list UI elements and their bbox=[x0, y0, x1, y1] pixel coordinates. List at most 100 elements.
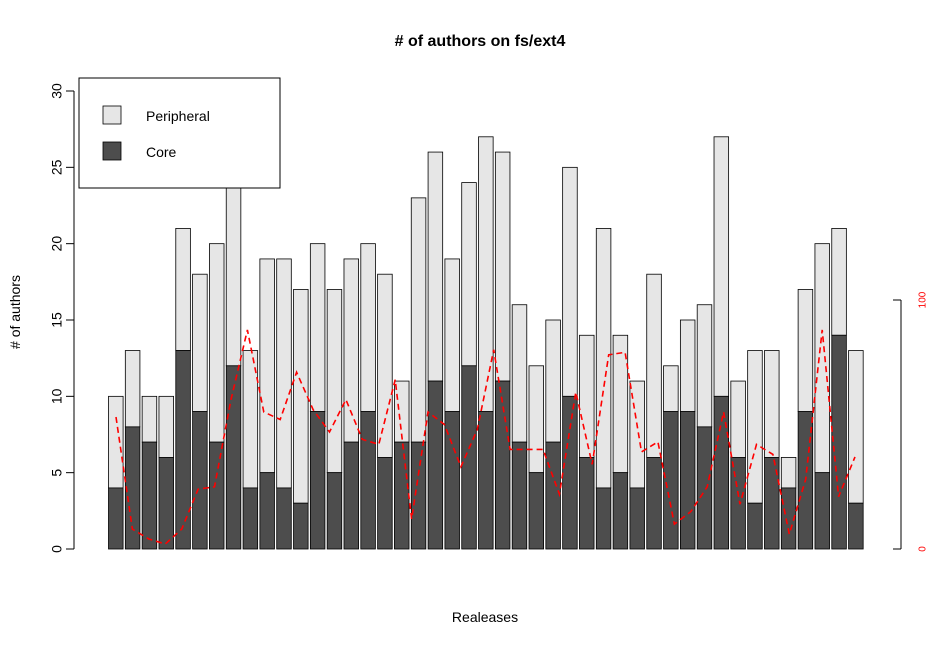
bar-core bbox=[663, 411, 679, 550]
bar-core bbox=[242, 487, 259, 550]
bar-core bbox=[158, 456, 174, 550]
bar-peripheral bbox=[730, 380, 746, 458]
y-tick-label: 5 bbox=[49, 469, 65, 477]
bar-peripheral bbox=[713, 136, 730, 397]
bar-peripheral bbox=[814, 243, 830, 474]
bar-core bbox=[461, 365, 477, 550]
bar-peripheral bbox=[780, 456, 797, 489]
bar-peripheral bbox=[360, 243, 376, 413]
bar-peripheral bbox=[108, 395, 124, 489]
bar-core bbox=[848, 502, 864, 550]
bar-peripheral bbox=[478, 136, 494, 412]
bar-core bbox=[309, 411, 326, 550]
legend-swatch bbox=[102, 141, 122, 161]
bar-core bbox=[141, 441, 158, 550]
y-tick-label: 0 bbox=[49, 545, 65, 553]
y-tick-label: 15 bbox=[49, 312, 65, 328]
bar-peripheral bbox=[461, 182, 477, 367]
bar-core bbox=[209, 441, 225, 550]
legend-swatch bbox=[102, 105, 122, 125]
bar-peripheral bbox=[377, 273, 393, 458]
bar-peripheral bbox=[831, 227, 847, 336]
bar-peripheral bbox=[309, 243, 326, 413]
bar-core bbox=[595, 487, 612, 550]
bar-core bbox=[831, 334, 847, 550]
bar-core bbox=[225, 365, 242, 550]
bar-peripheral bbox=[394, 380, 410, 443]
bar-peripheral bbox=[141, 395, 158, 443]
bar-peripheral bbox=[124, 350, 141, 428]
bar-peripheral bbox=[528, 365, 545, 474]
y-tick-label: 10 bbox=[49, 388, 65, 404]
y-tick-label: 25 bbox=[49, 159, 65, 175]
bar-core bbox=[276, 487, 292, 550]
bar-peripheral bbox=[225, 182, 242, 367]
x-axis-label: Realeases bbox=[452, 609, 518, 625]
bar-core bbox=[293, 502, 309, 550]
bar-peripheral bbox=[747, 350, 763, 504]
bar-peripheral bbox=[175, 227, 191, 351]
bar-core bbox=[108, 487, 124, 550]
bar-core bbox=[511, 441, 528, 550]
bar-core bbox=[175, 350, 191, 550]
bar-core bbox=[545, 441, 561, 550]
bar-core bbox=[528, 472, 545, 550]
bar-core bbox=[444, 411, 460, 550]
bar-peripheral bbox=[848, 350, 864, 504]
bar-peripheral bbox=[545, 319, 561, 443]
bar-peripheral bbox=[797, 289, 814, 413]
chart-title: # of authors on fs/ext4 bbox=[395, 33, 566, 50]
bar-core bbox=[679, 411, 696, 550]
bar-peripheral bbox=[679, 319, 696, 412]
y-tick-label: 30 bbox=[49, 83, 65, 99]
bar-peripheral bbox=[276, 258, 292, 489]
bar-core bbox=[343, 441, 359, 550]
bar-core bbox=[427, 380, 444, 550]
secondary-tick-label: 0 bbox=[918, 546, 929, 552]
bar-peripheral bbox=[696, 304, 713, 428]
bar-peripheral bbox=[209, 243, 225, 443]
bar-core bbox=[494, 380, 511, 550]
bar-peripheral bbox=[158, 395, 174, 458]
bar-peripheral bbox=[511, 304, 528, 443]
y-tick-label: 20 bbox=[49, 236, 65, 252]
bar-peripheral bbox=[764, 350, 780, 458]
bar-core bbox=[713, 395, 730, 550]
bar-peripheral bbox=[663, 365, 679, 412]
bar-core bbox=[360, 411, 376, 550]
legend-box bbox=[78, 77, 281, 189]
secondary-tick-label: 100 bbox=[918, 291, 929, 308]
bar-core bbox=[326, 472, 343, 550]
bar-core bbox=[124, 426, 141, 550]
bar-peripheral bbox=[259, 258, 275, 474]
bar-peripheral bbox=[595, 227, 612, 489]
bar-core bbox=[612, 472, 629, 550]
bar-peripheral bbox=[562, 166, 578, 397]
bar-core bbox=[696, 426, 713, 550]
y-axis-label: # of authors bbox=[7, 275, 23, 349]
legend-label: Peripheral bbox=[146, 108, 210, 124]
bar-peripheral bbox=[494, 151, 511, 382]
bar-peripheral bbox=[646, 273, 662, 458]
legend-label: Core bbox=[146, 144, 177, 160]
bar-core bbox=[394, 441, 410, 550]
bar-peripheral bbox=[293, 289, 309, 504]
bar-core bbox=[646, 456, 662, 550]
bar-core bbox=[579, 456, 595, 550]
bar-peripheral bbox=[326, 289, 343, 474]
bar-peripheral bbox=[192, 273, 208, 413]
bar-core bbox=[780, 487, 797, 550]
bar-core bbox=[730, 456, 746, 550]
bar-core bbox=[747, 502, 763, 550]
bar-core bbox=[562, 395, 578, 550]
bar-core bbox=[814, 472, 830, 550]
bar-core bbox=[377, 456, 393, 550]
bar-core bbox=[259, 472, 275, 550]
bar-core bbox=[629, 487, 645, 550]
bar-core bbox=[764, 456, 780, 550]
bar-peripheral bbox=[444, 258, 460, 412]
secondary-dashed-line bbox=[115, 329, 856, 545]
bar-peripheral bbox=[427, 151, 444, 382]
